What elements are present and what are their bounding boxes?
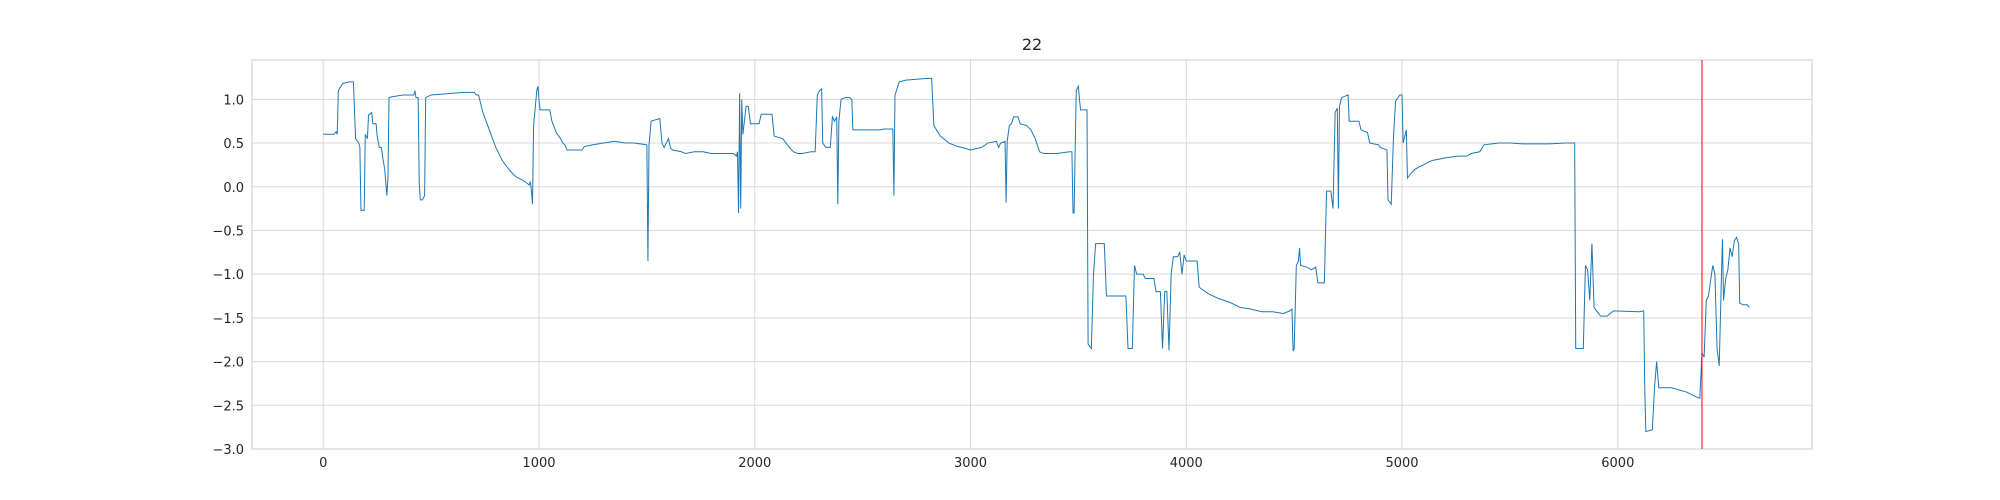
x-tick-label: 6000 — [1601, 456, 1634, 471]
x-tick-label: 4000 — [1170, 456, 1203, 471]
y-tick-label: −3.0 — [212, 443, 244, 458]
y-tick-label: 0.5 — [223, 137, 244, 152]
y-axis-tick-labels: 1.0 0.5 0.0 −0.5 −1.0 −1.5 −2.0 −2.5 −3.0 — [212, 93, 244, 458]
y-tick-label: −1.5 — [212, 312, 244, 327]
y-tick-label: −1.0 — [212, 268, 244, 283]
y-tick-label: 0.0 — [223, 181, 244, 196]
chart-title: 22 — [1022, 35, 1042, 54]
grid-lines — [252, 60, 1812, 450]
x-tick-label: 1000 — [522, 456, 555, 471]
x-tick-label: 5000 — [1385, 456, 1418, 471]
y-tick-label: −2.5 — [212, 399, 244, 414]
plot-frame — [251, 59, 1813, 450]
y-tick-label: −0.5 — [212, 224, 244, 239]
x-tick-label: 2000 — [738, 456, 771, 471]
x-tick-label: 3000 — [954, 456, 987, 471]
x-tick-label: 0 — [319, 456, 327, 471]
y-tick-label: −2.0 — [212, 356, 244, 371]
y-tick-label: 1.0 — [223, 93, 244, 108]
x-axis-tick-labels: 0 1000 2000 3000 4000 5000 6000 — [319, 456, 1634, 471]
series-line — [323, 77, 1750, 433]
